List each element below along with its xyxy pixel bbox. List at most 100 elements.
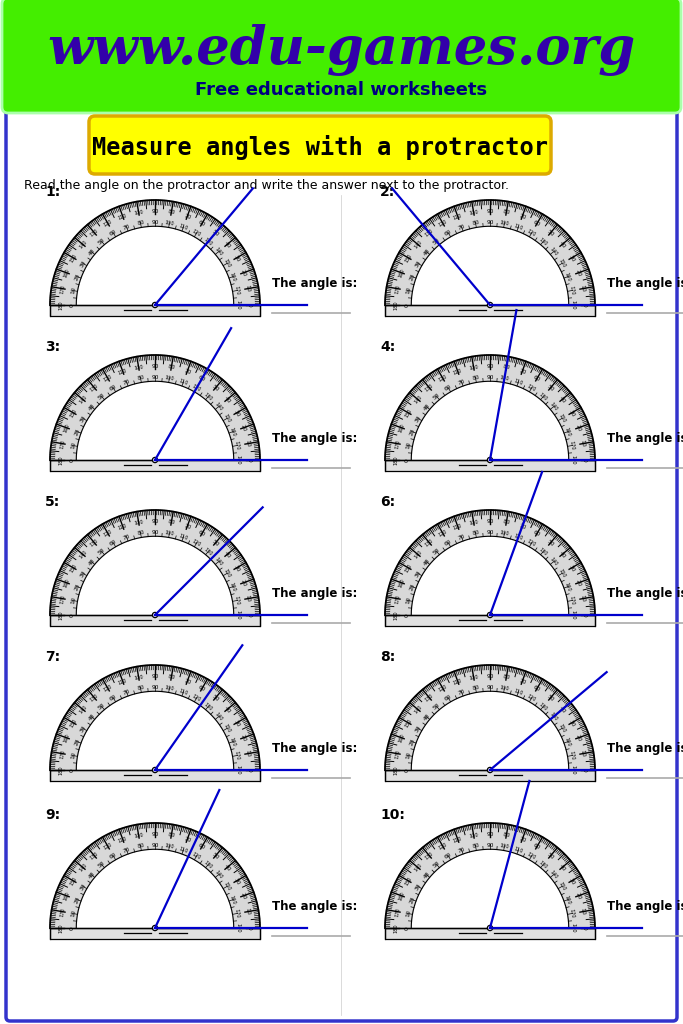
Polygon shape bbox=[50, 823, 260, 928]
Text: 60: 60 bbox=[197, 685, 206, 692]
Text: 70: 70 bbox=[457, 223, 466, 230]
Text: 160: 160 bbox=[229, 426, 237, 437]
Text: 70: 70 bbox=[457, 847, 466, 854]
Text: 110: 110 bbox=[178, 688, 189, 696]
Text: 70: 70 bbox=[518, 523, 527, 530]
Text: 180: 180 bbox=[393, 924, 398, 933]
Text: 30: 30 bbox=[414, 882, 422, 891]
Text: 120: 120 bbox=[191, 693, 202, 702]
Text: 180: 180 bbox=[393, 765, 398, 775]
Text: 100: 100 bbox=[133, 209, 144, 216]
Bar bbox=[385, 770, 595, 780]
Text: The angle is:: The angle is: bbox=[607, 742, 683, 755]
Text: 140: 140 bbox=[78, 862, 88, 872]
Text: 20: 20 bbox=[574, 579, 582, 587]
Text: The angle is:: The angle is: bbox=[272, 278, 357, 290]
Text: 5:: 5: bbox=[45, 495, 60, 509]
Text: 100: 100 bbox=[133, 833, 144, 839]
Text: 0: 0 bbox=[581, 458, 587, 462]
Text: 40: 40 bbox=[223, 863, 232, 872]
Text: 160: 160 bbox=[564, 426, 572, 437]
Text: 50: 50 bbox=[211, 384, 220, 392]
Text: 4:: 4: bbox=[380, 340, 395, 354]
Text: 8:: 8: bbox=[380, 650, 395, 664]
Text: 100: 100 bbox=[164, 375, 175, 382]
Text: 90: 90 bbox=[151, 375, 158, 380]
Circle shape bbox=[488, 458, 492, 463]
Text: 170: 170 bbox=[59, 749, 66, 759]
Text: 160: 160 bbox=[63, 891, 70, 901]
Text: 150: 150 bbox=[69, 876, 78, 887]
Text: 90: 90 bbox=[486, 518, 494, 523]
Text: 80: 80 bbox=[471, 843, 479, 850]
Text: 0: 0 bbox=[404, 926, 410, 930]
Text: 0: 0 bbox=[404, 303, 410, 307]
Polygon shape bbox=[50, 200, 260, 305]
Text: 20: 20 bbox=[408, 427, 416, 436]
Text: 50: 50 bbox=[546, 539, 555, 548]
Text: 110: 110 bbox=[453, 368, 463, 376]
Text: 150: 150 bbox=[222, 723, 232, 734]
Text: 6:: 6: bbox=[380, 495, 395, 509]
Text: 50: 50 bbox=[432, 860, 441, 868]
Text: Measure angles with a protractor: Measure angles with a protractor bbox=[92, 134, 548, 160]
Text: 80: 80 bbox=[502, 833, 510, 839]
Text: 160: 160 bbox=[398, 578, 406, 588]
Text: 120: 120 bbox=[526, 539, 537, 548]
Text: 180: 180 bbox=[393, 300, 398, 310]
Text: 160: 160 bbox=[229, 894, 237, 905]
Text: 0: 0 bbox=[70, 458, 74, 462]
Text: 120: 120 bbox=[438, 529, 448, 539]
Text: 110: 110 bbox=[513, 846, 524, 854]
Text: 70: 70 bbox=[183, 368, 191, 376]
Text: 140: 140 bbox=[214, 401, 223, 412]
Text: 60: 60 bbox=[109, 540, 118, 547]
Text: 180: 180 bbox=[59, 610, 64, 620]
Text: 110: 110 bbox=[453, 836, 463, 844]
Text: 150: 150 bbox=[404, 718, 413, 728]
Text: 130: 130 bbox=[203, 859, 214, 869]
Text: 80: 80 bbox=[137, 530, 145, 537]
Text: 0: 0 bbox=[70, 613, 74, 616]
Text: 10: 10 bbox=[405, 441, 411, 450]
Text: 50: 50 bbox=[97, 547, 106, 556]
Text: 100: 100 bbox=[469, 209, 479, 216]
Text: 30: 30 bbox=[79, 414, 87, 423]
Text: 160: 160 bbox=[229, 271, 237, 282]
Text: 100: 100 bbox=[164, 843, 175, 850]
Polygon shape bbox=[417, 696, 563, 770]
Text: 20: 20 bbox=[574, 892, 582, 900]
Text: 160: 160 bbox=[229, 736, 237, 746]
Text: 130: 130 bbox=[424, 383, 435, 393]
Text: 160: 160 bbox=[63, 578, 70, 588]
Text: 140: 140 bbox=[548, 556, 559, 567]
Text: 160: 160 bbox=[398, 732, 406, 743]
Text: 80: 80 bbox=[471, 220, 479, 226]
Text: 30: 30 bbox=[414, 259, 422, 268]
Text: 70: 70 bbox=[183, 213, 191, 220]
Text: 150: 150 bbox=[69, 718, 78, 728]
Text: 40: 40 bbox=[557, 550, 566, 559]
Text: 90: 90 bbox=[151, 831, 158, 837]
Circle shape bbox=[152, 302, 158, 307]
Text: 80: 80 bbox=[502, 209, 510, 216]
Text: 170: 170 bbox=[394, 906, 401, 916]
Text: 160: 160 bbox=[63, 732, 70, 743]
Text: www.edu-games.org: www.edu-games.org bbox=[47, 24, 635, 76]
Text: 130: 130 bbox=[424, 693, 435, 703]
Text: 60: 60 bbox=[197, 219, 206, 227]
Text: 40: 40 bbox=[557, 706, 566, 714]
Text: 30: 30 bbox=[232, 254, 240, 262]
Text: 180: 180 bbox=[59, 456, 64, 465]
Text: 20: 20 bbox=[73, 272, 81, 281]
Text: 10: 10 bbox=[405, 752, 411, 760]
Text: 100: 100 bbox=[469, 519, 479, 525]
Text: 110: 110 bbox=[513, 534, 524, 541]
Text: 0: 0 bbox=[247, 303, 251, 307]
Text: 30: 30 bbox=[414, 724, 422, 733]
Text: 50: 50 bbox=[546, 384, 555, 392]
Circle shape bbox=[488, 612, 492, 617]
Text: 140: 140 bbox=[78, 705, 88, 715]
Text: 120: 120 bbox=[526, 852, 537, 861]
Text: 20: 20 bbox=[408, 737, 416, 746]
